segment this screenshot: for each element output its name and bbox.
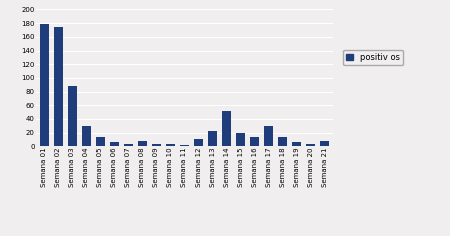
- Bar: [40, 24, 49, 146]
- Bar: [68, 86, 77, 146]
- Legend: positiv os: positiv os: [343, 50, 403, 65]
- Bar: [208, 131, 217, 146]
- Bar: [152, 144, 161, 146]
- Bar: [82, 126, 91, 146]
- Bar: [250, 137, 259, 146]
- Bar: [222, 111, 231, 146]
- Bar: [124, 143, 133, 146]
- Bar: [264, 126, 273, 146]
- Bar: [138, 141, 147, 146]
- Bar: [236, 133, 245, 146]
- Bar: [306, 143, 315, 146]
- Bar: [292, 142, 301, 146]
- Bar: [320, 141, 329, 146]
- Bar: [110, 142, 119, 146]
- Bar: [194, 139, 203, 146]
- Bar: [96, 137, 105, 146]
- Bar: [180, 145, 189, 146]
- Bar: [54, 27, 63, 146]
- Bar: [278, 137, 287, 146]
- Bar: [166, 144, 175, 146]
